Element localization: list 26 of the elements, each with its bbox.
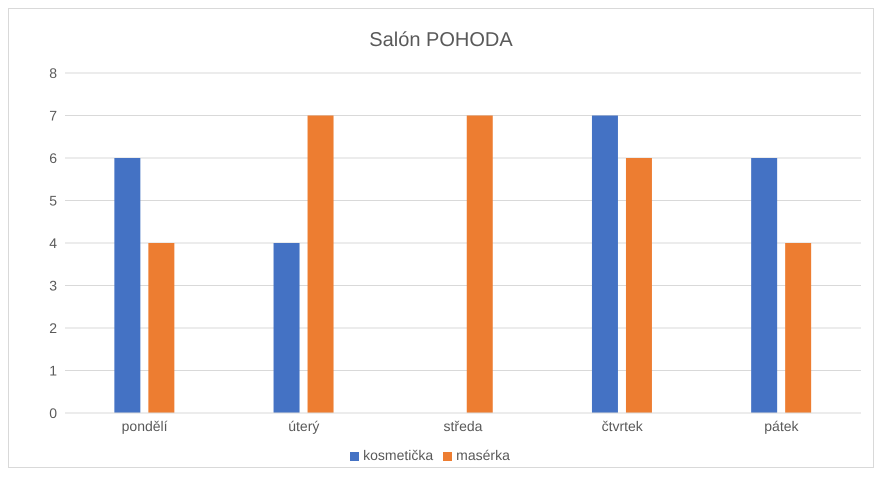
bar bbox=[114, 158, 140, 413]
bar bbox=[274, 243, 300, 413]
chart-title: Salón POHODA bbox=[368, 29, 514, 53]
bar bbox=[785, 243, 812, 413]
bar bbox=[148, 243, 174, 413]
x-tick-label: pátek bbox=[764, 418, 800, 434]
y-tick-label: 3 bbox=[49, 277, 58, 294]
bar bbox=[466, 116, 493, 413]
bar bbox=[751, 158, 778, 413]
y-tick-label: 6 bbox=[49, 150, 58, 166]
bar bbox=[592, 116, 618, 413]
x-tick-label: čtvrtek bbox=[602, 418, 644, 434]
x-tick-label: pondělí bbox=[122, 418, 168, 434]
x-tick-label: úterý bbox=[288, 418, 320, 434]
bar bbox=[626, 158, 652, 413]
y-tick-label: 4 bbox=[49, 234, 58, 251]
y-tick-label: 0 bbox=[49, 404, 58, 421]
bar bbox=[308, 116, 334, 413]
x-tick-label: středa bbox=[444, 418, 483, 434]
y-tick-label: 8 bbox=[49, 64, 58, 81]
legend-label: masérka bbox=[456, 447, 510, 463]
y-tick-label: 1 bbox=[49, 362, 58, 378]
legend-label: kosmetička bbox=[363, 447, 434, 463]
y-tick-label: 2 bbox=[49, 320, 58, 336]
y-tick-label: 5 bbox=[49, 192, 58, 208]
y-tick-label: 7 bbox=[49, 107, 58, 124]
